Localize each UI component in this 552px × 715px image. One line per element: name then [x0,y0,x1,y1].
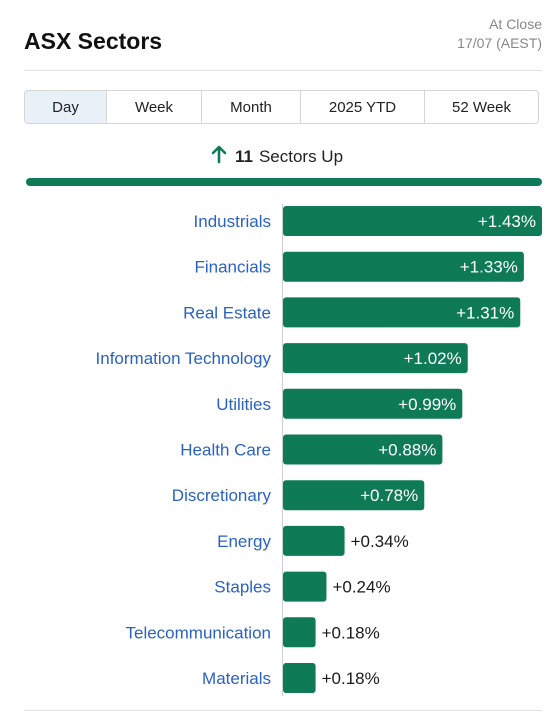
sector-label[interactable]: Industrials [194,212,271,231]
sector-label[interactable]: Financials [194,258,271,277]
sector-bar[interactable] [283,663,316,693]
footer-divider [24,710,542,711]
tab-52-week[interactable]: 52 Week [452,98,511,116]
sector-label[interactable]: Materials [202,669,271,688]
bar-value-label: +0.18% [322,669,380,688]
market-close-info: At Close 17/07 (AEST) [457,15,542,53]
tab-2025-ytd[interactable]: 2025 YTD [301,91,425,123]
sector-bar[interactable] [283,251,524,282]
tab-day[interactable]: Day [25,91,107,123]
sector-label[interactable]: Information Technology [96,349,272,368]
sectors-up-text: Sectors Up [258,146,344,166]
sector-label[interactable]: Telecommunication [125,623,271,642]
sector-bar[interactable] [283,206,542,236]
bar-value-label: +1.33% [460,258,518,277]
sector-label[interactable]: Energy [217,532,271,551]
sector-label[interactable]: Utilities [216,395,271,414]
sector-bar[interactable] [283,480,425,511]
close-date: 17/07 (AEST) [457,35,542,51]
bar-value-label: +0.78% [360,486,418,505]
breadth-bar [26,178,542,186]
sector-bar[interactable] [283,617,316,648]
sector-bar[interactable] [283,388,463,419]
sectors-up-count: 11 [234,146,253,166]
bar-value-label: +0.24% [332,578,390,597]
sector-label[interactable]: Health Care [180,441,271,460]
bar-value-label: +0.34% [351,532,409,551]
sector-bar[interactable] [283,571,327,602]
tab-month[interactable]: Month [202,91,301,123]
bar-value-label: +1.31% [456,303,514,322]
bar-value-label: +1.43% [478,212,536,231]
sector-label[interactable]: Staples [214,578,271,597]
sector-bar[interactable] [283,343,468,374]
period-tabs: Day Week Month 2025 YTD 52 Week [24,90,539,124]
sectors-summary: 11 Sectors Up [0,144,552,169]
bar-value-label: +0.99% [398,395,456,414]
bar-value-label: +1.02% [404,349,462,368]
page-title: ASX Sectors [24,28,163,54]
arrow-up-icon [209,144,229,169]
header-divider [24,70,542,71]
sector-bar[interactable] [283,434,443,465]
sector-label[interactable]: Real Estate [183,303,271,322]
close-status: At Close [489,16,542,32]
sector-bar[interactable] [283,525,345,556]
sector-bar[interactable] [283,297,521,328]
bar-value-label: +0.88% [378,441,436,460]
tab-week[interactable]: Week [107,91,202,123]
bar-value-label: +0.18% [322,623,380,642]
sector-label[interactable]: Discretionary [172,486,272,505]
